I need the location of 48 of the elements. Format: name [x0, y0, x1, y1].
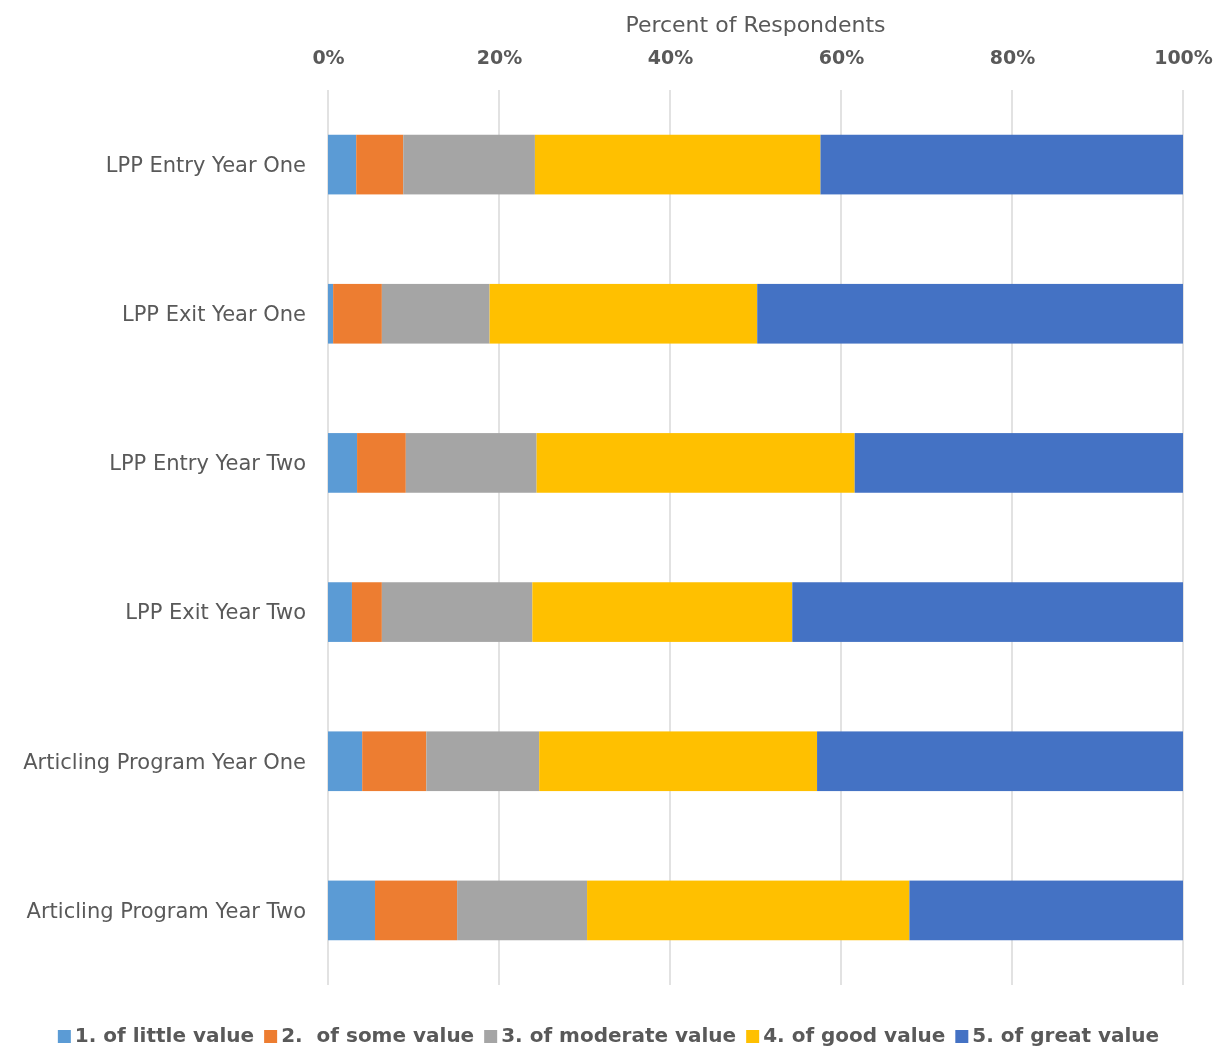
bar — [333, 283, 382, 344]
legend-label: 2. of some value — [281, 1023, 475, 1047]
bar — [328, 283, 334, 344]
x-axis-title: Percent of Respondents — [625, 12, 886, 37]
x-tick-label: 100% — [1154, 46, 1213, 68]
bar — [381, 582, 533, 642]
bar — [792, 582, 1183, 642]
bar — [357, 433, 406, 493]
legend-label: 3. of moderate value — [501, 1023, 737, 1047]
x-tick-label: 20% — [476, 46, 523, 68]
bar — [854, 433, 1183, 493]
y-tick-label: LPP Entry Year Two — [109, 451, 306, 476]
bar — [532, 582, 793, 642]
bar — [362, 731, 427, 792]
bar — [328, 582, 352, 642]
x-tick-label: 0% — [312, 46, 345, 68]
bar — [356, 134, 404, 195]
legend-label: 4. of good value — [763, 1023, 946, 1047]
bar — [817, 731, 1183, 792]
x-tick-label: 40% — [647, 46, 694, 68]
y-tick-label: Articling Program Year Two — [26, 898, 306, 923]
bar — [426, 731, 540, 792]
bar — [375, 880, 458, 941]
legend-label: 5. of great value — [972, 1023, 1160, 1047]
bar — [457, 880, 588, 941]
bar — [381, 283, 490, 344]
bar — [489, 283, 758, 344]
bar — [909, 880, 1183, 941]
y-tick-label: LPP Exit Year One — [121, 302, 306, 327]
bar — [328, 134, 357, 195]
x-tick-label: 80% — [989, 46, 1036, 68]
y-tick-label: LPP Entry Year One — [105, 152, 306, 177]
bar — [539, 731, 818, 792]
bar — [403, 134, 535, 195]
bar — [820, 134, 1183, 195]
bar — [328, 433, 358, 493]
bar — [405, 433, 537, 493]
bar — [328, 731, 363, 792]
bar — [351, 582, 382, 642]
bar — [757, 283, 1183, 344]
bar — [587, 880, 910, 941]
bar — [536, 433, 855, 493]
y-tick-label: LPP Exit Year Two — [125, 600, 306, 625]
bar — [328, 880, 376, 941]
x-tick-label: 60% — [818, 46, 865, 68]
bar — [534, 134, 821, 195]
y-tick-label: Articling Program Year One — [23, 749, 306, 774]
legend-label: 1. of little value — [74, 1023, 255, 1047]
